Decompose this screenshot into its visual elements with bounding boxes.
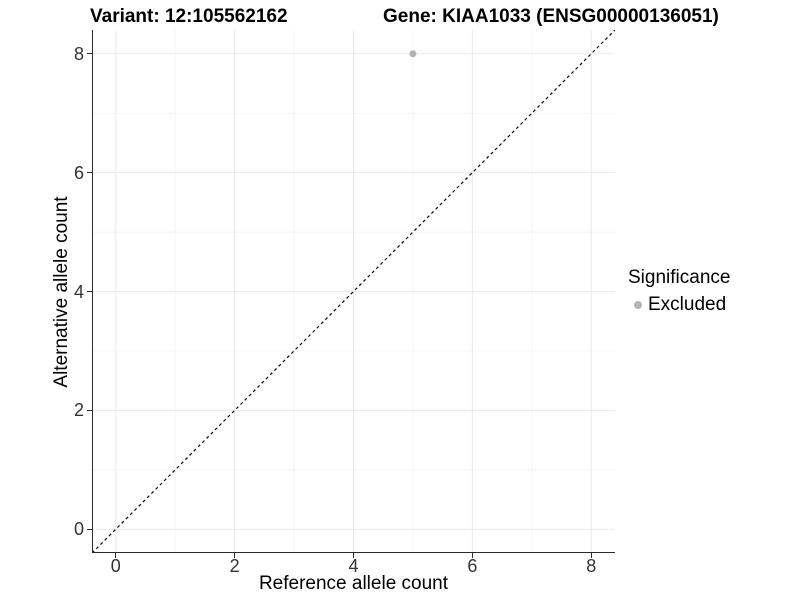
plot-panel — [91, 29, 616, 554]
legend-item: Excluded — [628, 294, 730, 316]
x-tick-mark — [115, 553, 117, 558]
x-tick-mark — [590, 553, 592, 558]
y-axis-title: Alternative allele count — [51, 196, 72, 388]
variant-title: Variant: 12:105562162 — [90, 6, 288, 27]
y-tick-mark — [87, 409, 92, 411]
legend-item-label: Excluded — [648, 294, 727, 315]
legend-key-dot-icon — [634, 301, 642, 309]
x-tick-label: 6 — [467, 556, 478, 576]
y-tick-mark — [87, 291, 92, 292]
y-tick-label: 0 — [73, 519, 84, 540]
y-tick-label: 4 — [73, 281, 84, 302]
legend-items: Excluded — [628, 294, 730, 316]
x-tick-label: 0 — [110, 556, 121, 576]
y-tick-label: 6 — [73, 162, 84, 183]
data-point — [409, 50, 417, 58]
y-tick-label: 8 — [73, 43, 84, 64]
x-axis-title: Reference allele count — [258, 573, 449, 594]
y-tick-label: 2 — [73, 400, 84, 421]
y-tick-mark — [87, 528, 92, 530]
x-tick-label: 2 — [229, 556, 240, 576]
y-tick-mark — [87, 53, 92, 55]
legend-title: Significance — [628, 267, 731, 288]
x-tick-mark — [234, 553, 236, 558]
gene-title: Gene: KIAA1033 (ENSG00000136051) — [383, 6, 719, 27]
x-tick-mark — [353, 553, 354, 558]
x-tick-label: 8 — [586, 556, 597, 576]
x-tick-mark — [471, 553, 473, 558]
legend: Significance Excluded — [628, 267, 730, 316]
plot-area-svg — [91, 29, 616, 554]
x-tick-label: 4 — [348, 556, 359, 576]
y-tick-mark — [87, 172, 92, 174]
